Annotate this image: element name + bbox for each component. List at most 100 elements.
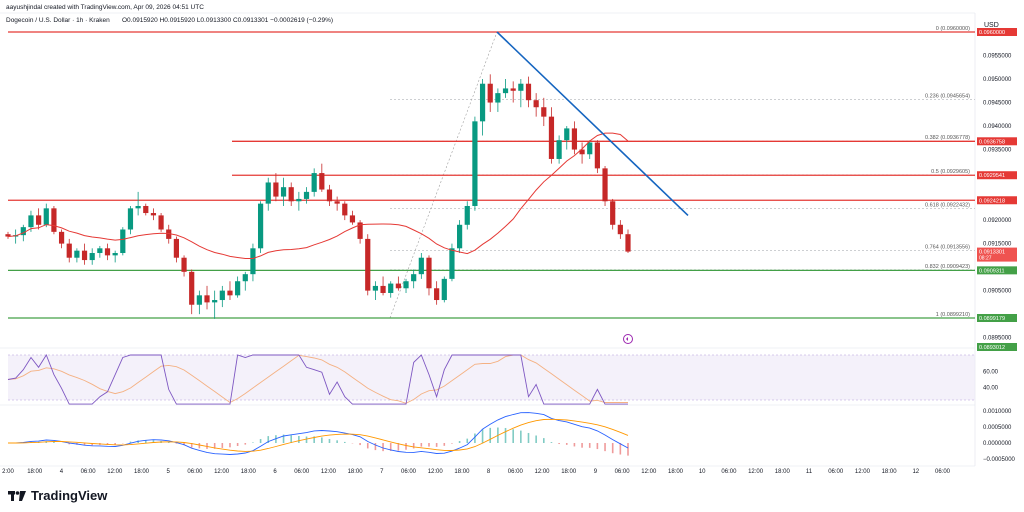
currency-label: USD [984,22,999,29]
time-tick-label: 06:00 [187,469,203,475]
candle-body [250,248,256,275]
candle-body [97,248,103,254]
candle-body [541,107,547,117]
candle-body [166,229,172,239]
macd-tick-label: −0.0005000 [983,457,1016,463]
candle-body [204,295,210,303]
candle-body [434,288,440,301]
fib-level-label: 0.5 (0.0929605) [931,169,970,175]
price-level-tag [977,28,1017,36]
price-tick-label: 0.0940000 [983,124,1012,130]
candle-body [235,281,241,296]
price-level-tag [977,314,1017,322]
axes: 2:00 18:00 4 06:00 12:00 18:00 5 06:00 12:00 18:0… [2,28,1017,475]
fib-level-label: 0.236 (0.0945654) [925,93,970,99]
candle-body [525,83,532,101]
fib-level-label: 0.618 (0.0922432) [925,203,970,209]
candle-body [479,83,486,122]
candle-body [311,173,317,192]
ohlc-readout: O0.0915920 H0.0915920 L0.0913300 C0.0913… [122,17,333,24]
main-price-pane: 0 (0.0960000) 0.236 (0.0945654) 0.382 (0.0… [5,26,975,319]
moving-average-line [7,132,629,259]
rsi-ma-line [7,354,628,404]
candle-body [334,201,340,204]
author-line: aayushjindal created with TradingView.co… [6,4,204,11]
time-tick-label: 10 [699,469,706,475]
price-tick-label: 0.0905000 [983,289,1012,295]
time-tick-label: 11 [806,469,813,475]
price-tick-label: 0.0895000 [983,336,1012,342]
macd-tick-label: 0.0010000 [983,409,1012,415]
candle-body [365,238,371,291]
candle-body [227,290,233,296]
macd-tick-label: 0.0005000 [983,425,1012,431]
time-tick-label: 6 [273,469,277,475]
tradingview-logo-icon [8,490,26,501]
time-tick-label: 12:00 [214,469,230,475]
alert-icon[interactable] [623,334,633,344]
candle-body [372,285,379,291]
price-tag-countdown: 08:27 [979,256,992,262]
price-level-tag [977,171,1017,180]
time-tick-label: 12:00 [855,469,871,475]
rsi-line [7,354,628,405]
time-tick-label: 18:00 [348,469,364,475]
candle-body [127,208,134,230]
time-tick-label: 12:00 [107,469,123,475]
candle-body [319,173,325,190]
time-tick-label: 12:00 [641,469,657,475]
candle-body [610,201,616,225]
fib-level-label: 0.832 (0.0909423) [925,264,970,270]
time-tick-label: 18:00 [454,469,470,475]
price-tick-label: 0.0935000 [983,148,1012,154]
price-level-tag [977,196,1017,205]
tradingview-logo: TradingView [8,488,107,503]
candle-body [189,271,195,305]
time-tick-label: 18:00 [134,469,150,475]
candle-body [212,300,218,303]
time-tick-label: 18:00 [668,469,684,475]
candle-body [510,88,516,91]
rsi-tick-label: 60.00 [983,369,999,375]
candle-body [426,257,432,289]
candle-body [556,140,562,159]
time-tick-label: 18:00 [775,469,791,475]
candle-body [242,274,248,282]
candle-body [472,121,478,206]
price-level-tag-label: 0.0924218 [979,198,1005,204]
candle-body [265,182,271,204]
candle-body [564,128,570,141]
candle-body [625,234,631,252]
time-tick-label: 12:00 [428,469,444,475]
candle-body [112,253,118,256]
candle-body [181,257,187,272]
price-tick-label: 0.0950000 [983,77,1012,83]
time-tick-label: 06:00 [294,469,310,475]
candle-body [196,295,202,305]
time-tick-label: 18:00 [241,469,257,475]
time-tick-label: 9 [594,469,598,475]
time-tick-label: 06:00 [401,469,417,475]
candle-body [457,224,463,249]
candle-body [20,227,26,236]
candle-body [81,250,88,261]
candle-body [411,274,417,282]
time-tick-label: 06:00 [935,469,951,475]
candle-body [548,116,555,159]
price-level-tag-label: 0.0899179 [979,316,1005,322]
candle-body [104,248,111,256]
candle-body [219,290,225,301]
candle-body [257,203,264,249]
candle-body [502,88,509,94]
rsi-pane [7,354,975,405]
candle-body [342,203,348,216]
price-level-tag-label: 0.0929541 [979,173,1005,179]
time-tick-label: 18:00 [27,469,43,475]
price-tick-label: 0.0920000 [983,218,1012,224]
time-tick-label: 2:00 [2,469,14,475]
candle-body [441,278,447,301]
candle-body [495,93,501,103]
time-tick-label: 7 [380,469,384,475]
candle-body [449,248,455,279]
